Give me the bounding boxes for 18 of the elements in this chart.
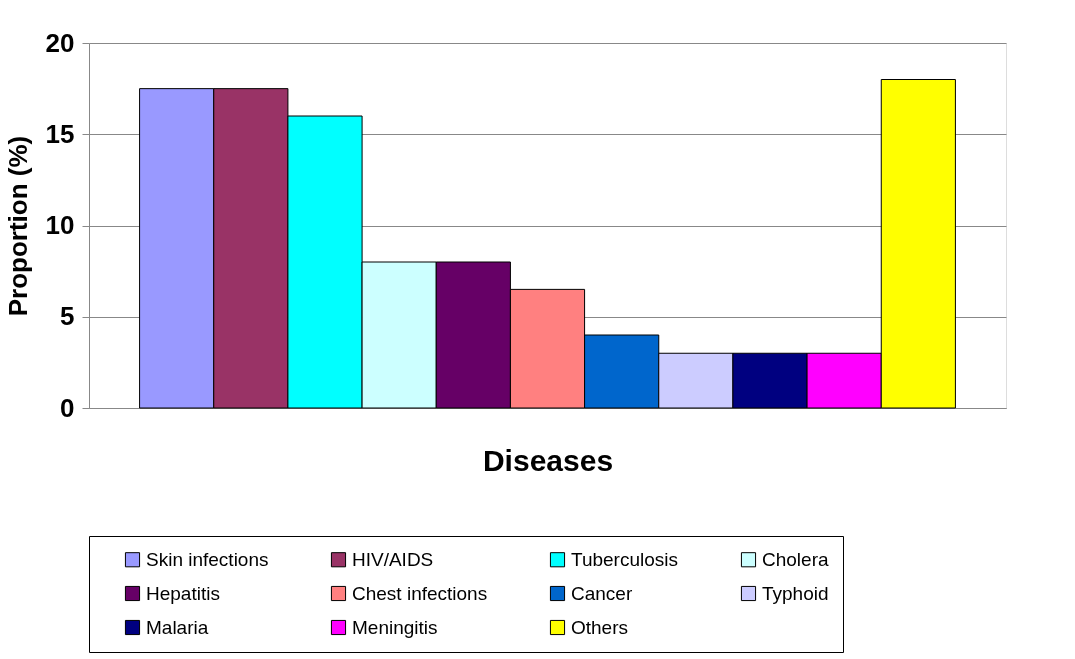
legend-label: HIV/AIDS [352,548,434,570]
legend-label: Hepatitis [146,582,220,604]
legend-label: Malaria [146,616,209,638]
legend-label: Cholera [762,548,829,570]
y-tick-label: 15 [45,118,75,149]
legend-label: Others [571,616,629,638]
legend-label: Chest infections [352,582,488,604]
legend-label: Skin infections [146,548,269,570]
x-axis-title: Diseases [482,443,614,477]
legend-label: Tuberculosis [571,548,679,570]
y-tick-label: 20 [45,27,75,58]
legend-label: Meningitis [352,616,438,638]
y-tick-label: 0 [60,392,75,423]
y-axis-title: Proportion (%) [2,135,33,317]
y-tick-label: 10 [45,210,75,240]
legend-label: Cancer [571,582,633,604]
y-tick-label: 5 [60,301,75,332]
legend-label: Typhoid [762,582,829,604]
